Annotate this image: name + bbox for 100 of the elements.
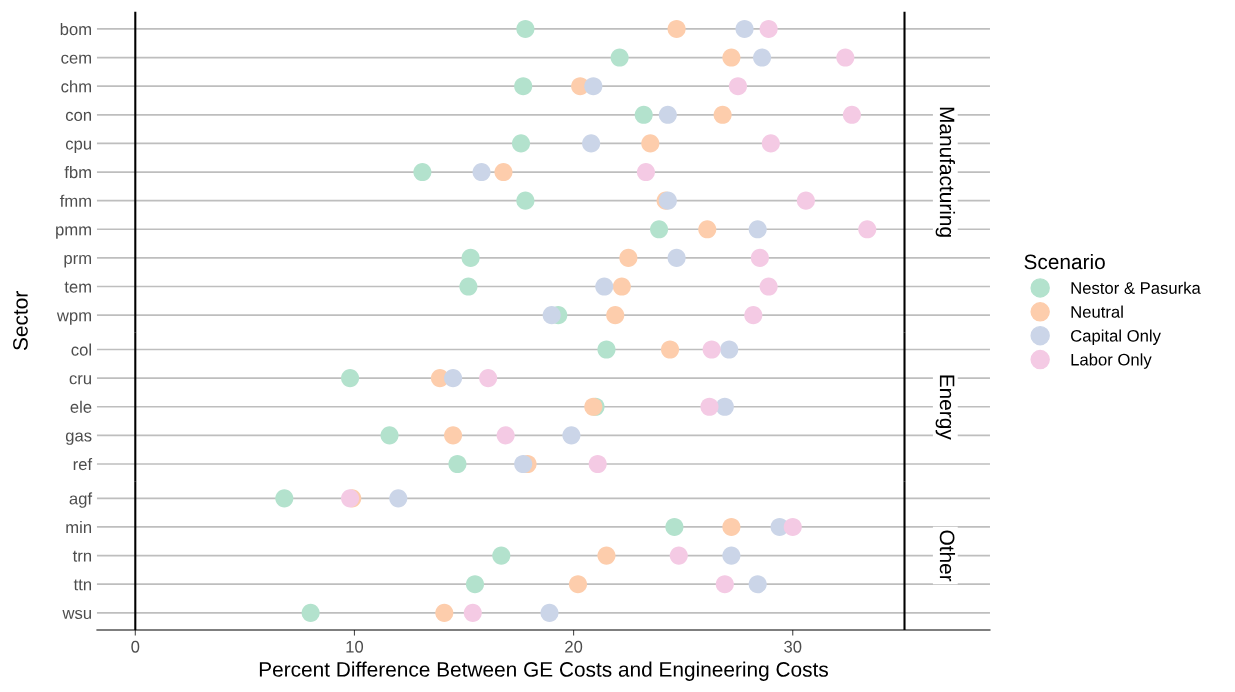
point — [715, 575, 734, 594]
y-tick-label: pmm — [56, 226, 91, 239]
y-tick-label: ttn — [73, 579, 92, 591]
point — [667, 248, 686, 267]
y-tick-label: fmm — [59, 194, 91, 207]
y-tick-label: cru — [69, 375, 91, 385]
point — [435, 603, 454, 622]
text: Manufacturing — [935, 107, 956, 237]
y-tick-label: tem — [64, 281, 91, 293]
point — [448, 454, 467, 474]
point — [465, 575, 485, 594]
point — [380, 426, 399, 445]
point — [610, 48, 629, 67]
y-tick-label: wsu — [62, 609, 91, 620]
point — [461, 248, 480, 267]
legend-label: Nestor & Pasurka — [1071, 281, 1201, 294]
point — [511, 134, 531, 153]
point — [444, 426, 463, 445]
x-tick-label: 20 — [565, 640, 583, 653]
point — [479, 369, 498, 388]
text: Energy — [935, 375, 955, 440]
point — [341, 369, 360, 388]
x-tick-label: 10 — [346, 640, 364, 653]
x-tick-label: 0 — [131, 640, 140, 653]
y-tick-label: gas — [65, 432, 92, 445]
point — [720, 340, 739, 359]
y-tick-label: trn — [72, 550, 92, 562]
point — [542, 306, 561, 325]
y-tick-label: cem — [61, 54, 91, 64]
point — [514, 454, 533, 474]
point — [660, 340, 680, 359]
point — [722, 546, 741, 565]
point — [275, 489, 294, 508]
point — [494, 162, 513, 182]
point — [722, 517, 741, 537]
point — [748, 220, 767, 239]
point — [748, 575, 767, 594]
y-tick-label: wpm — [56, 312, 91, 325]
point — [634, 105, 653, 124]
point — [650, 220, 669, 239]
point — [669, 546, 688, 565]
point — [665, 517, 684, 537]
text: Other — [939, 530, 956, 582]
legend-label: Capital Only — [1071, 329, 1161, 345]
point — [612, 277, 631, 296]
point — [562, 426, 581, 445]
point — [722, 48, 741, 67]
point — [568, 575, 588, 594]
point — [713, 105, 732, 124]
y-tick-label: ref — [73, 457, 93, 471]
point — [636, 162, 655, 182]
point — [619, 248, 638, 267]
point — [759, 19, 778, 38]
point — [759, 277, 778, 296]
y-tick-label: prm — [64, 254, 91, 268]
point — [582, 134, 601, 153]
x-tick-label: 30 — [784, 640, 802, 653]
point — [761, 134, 780, 153]
point — [836, 48, 855, 67]
y-axis-title: Sector — [13, 291, 28, 351]
point — [595, 277, 614, 296]
point — [753, 48, 772, 67]
y-tick-label: chm — [61, 80, 91, 93]
y-tick-label: min — [66, 520, 92, 533]
point — [413, 162, 432, 182]
point — [796, 191, 815, 210]
point — [606, 306, 625, 325]
point — [444, 369, 463, 388]
point — [492, 546, 511, 565]
point — [641, 134, 660, 153]
point — [728, 77, 748, 96]
x-axis-title: Percent Difference Between GE Costs and Engineering Costs — [259, 661, 828, 681]
point — [389, 489, 408, 508]
point — [783, 517, 802, 537]
y-tick-label: cpu — [65, 140, 91, 153]
y-tick-label: col — [71, 343, 91, 356]
point — [702, 340, 721, 359]
point — [858, 220, 877, 239]
legend-title: Scenario — [1024, 253, 1105, 270]
point — [700, 397, 719, 416]
point — [459, 277, 478, 296]
point — [744, 306, 763, 325]
point — [516, 19, 535, 38]
point — [584, 77, 603, 96]
legend-label: Labor Only — [1071, 353, 1152, 369]
point — [496, 426, 515, 445]
point — [516, 191, 535, 210]
point — [463, 603, 482, 622]
point — [588, 454, 607, 474]
point — [597, 340, 616, 359]
point — [301, 603, 320, 622]
point — [735, 19, 754, 38]
point — [472, 162, 491, 182]
point — [514, 77, 533, 96]
point — [597, 546, 616, 565]
y-tick-label: con — [65, 111, 92, 122]
y-tick-label: fbm — [64, 166, 91, 179]
point — [698, 220, 717, 239]
y-tick-label: agf — [69, 492, 93, 508]
point — [540, 603, 559, 622]
